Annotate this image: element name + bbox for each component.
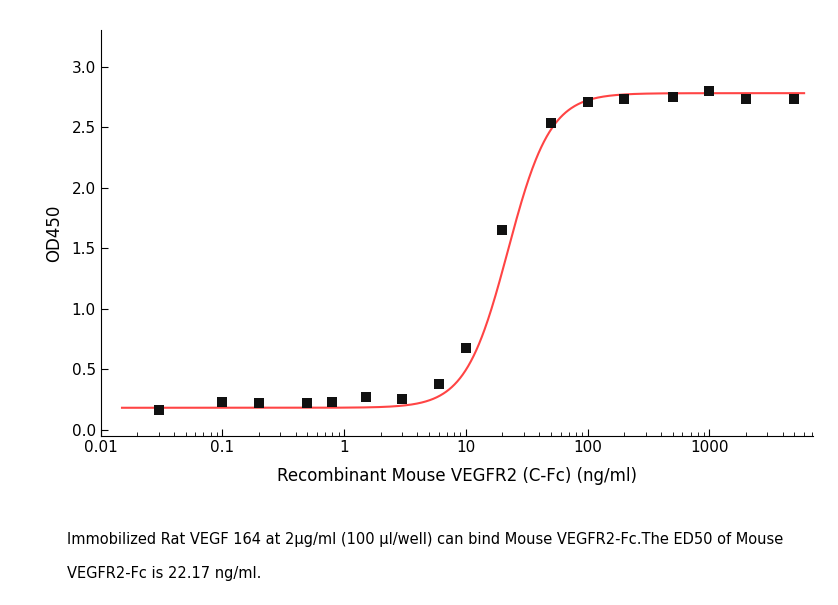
Text: VEGFR2-Fc is 22.17 ng/ml.: VEGFR2-Fc is 22.17 ng/ml. xyxy=(67,566,261,581)
Text: Immobilized Rat VEGF 164 at 2μg/ml (100 μl/well) can bind Mouse VEGFR2-Fc.The ED: Immobilized Rat VEGF 164 at 2μg/ml (100 … xyxy=(67,532,784,548)
Point xyxy=(252,398,266,408)
Point xyxy=(496,225,510,235)
Point xyxy=(326,397,339,407)
Point xyxy=(152,405,165,415)
Point xyxy=(459,344,473,353)
Point xyxy=(739,94,753,104)
Point xyxy=(702,86,716,96)
Point xyxy=(301,398,314,408)
Point xyxy=(396,394,409,404)
Point xyxy=(618,94,631,104)
Point xyxy=(544,119,557,128)
Point xyxy=(359,392,372,402)
Point xyxy=(432,379,446,388)
Point xyxy=(788,94,801,104)
Point xyxy=(215,397,229,407)
Y-axis label: OD450: OD450 xyxy=(45,204,63,261)
X-axis label: Recombinant Mouse VEGFR2 (C-Fc) (ng/ml): Recombinant Mouse VEGFR2 (C-Fc) (ng/ml) xyxy=(277,466,637,485)
Point xyxy=(581,97,594,106)
Point xyxy=(666,92,680,102)
